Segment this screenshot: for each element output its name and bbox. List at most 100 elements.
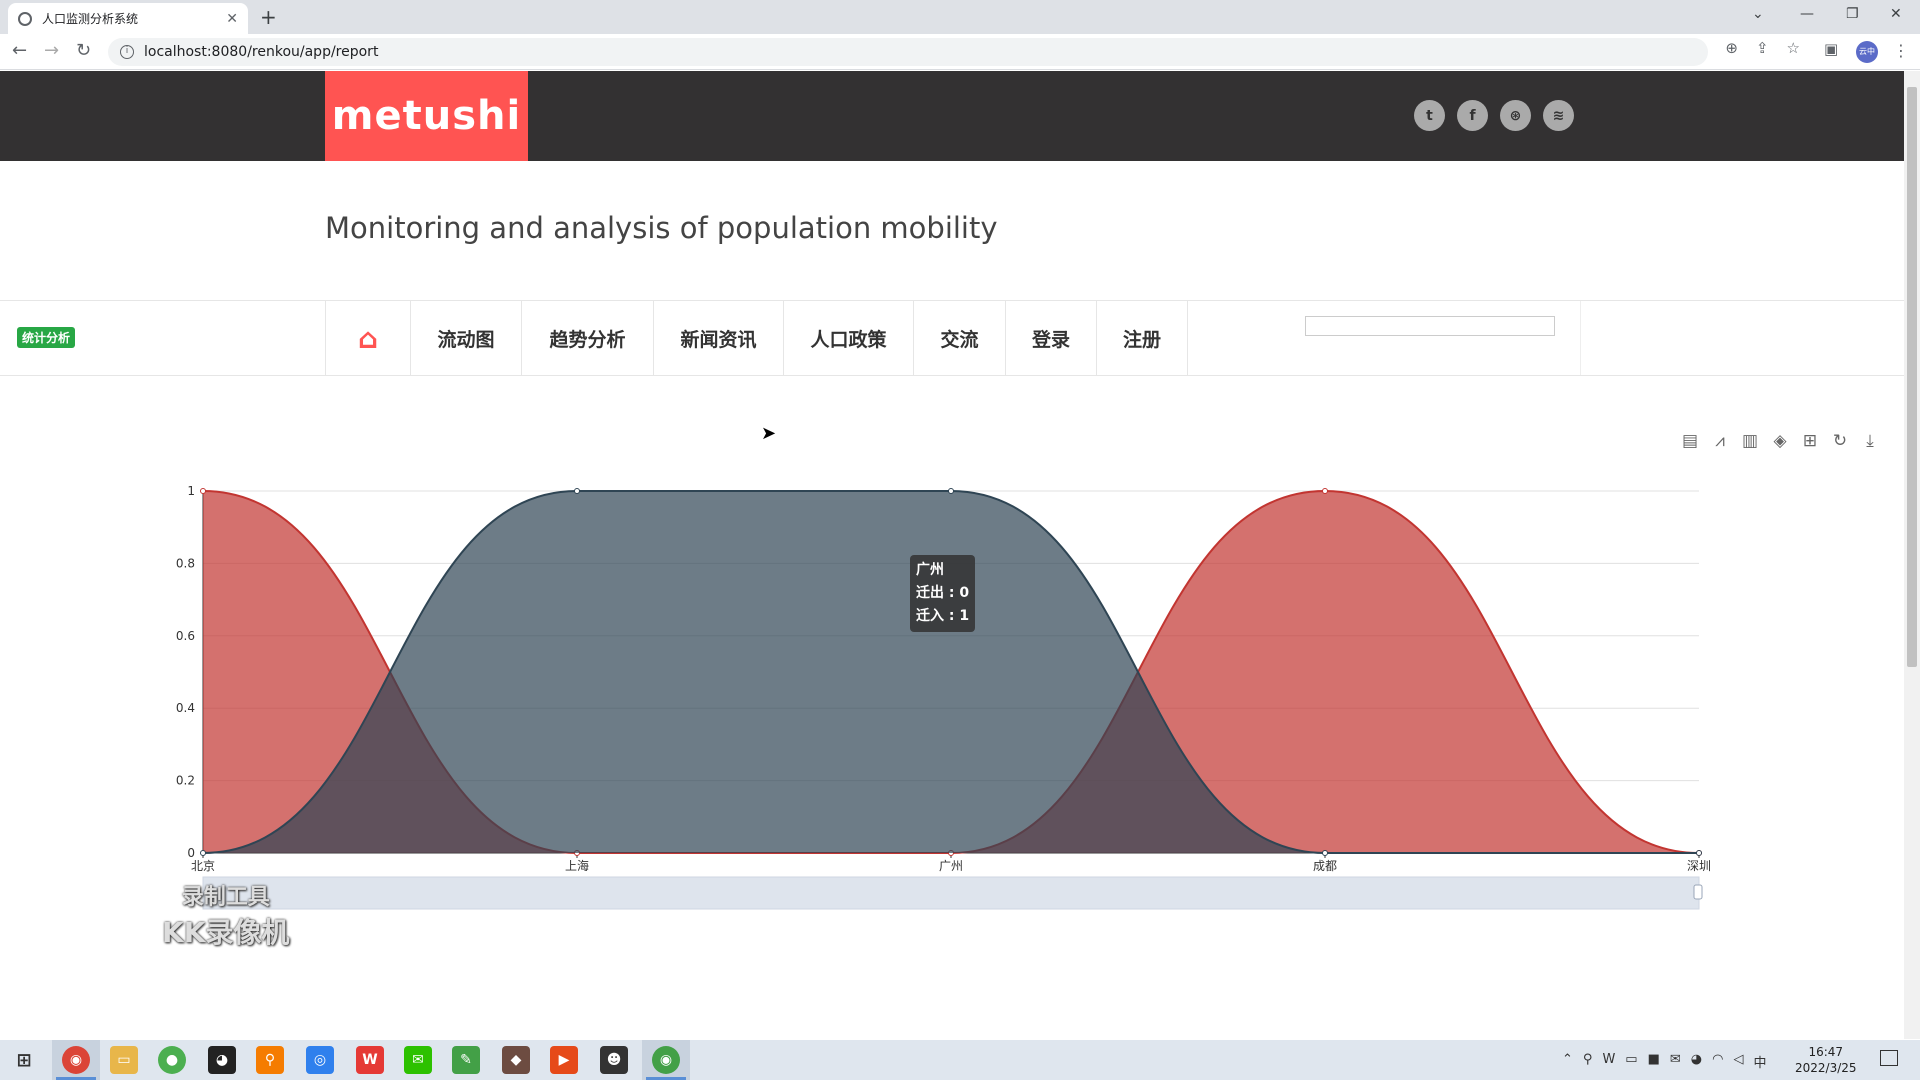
nav-item-policy[interactable]: 人口政策 [783, 301, 913, 375]
qq-tray-icon[interactable]: ◕ [1690, 1052, 1703, 1067]
mouse-cursor-icon: ➤ [761, 423, 777, 444]
app-icon[interactable]: ▶ [550, 1046, 578, 1074]
window-close-icon[interactable]: ✕ [1890, 6, 1902, 22]
main-nav: ⌂ 流动图 趋势分析 新闻资讯 人口政策 交流 登录 注册 [0, 300, 1904, 376]
nav-item-flow[interactable]: 流动图 [410, 301, 521, 375]
chrome-icon[interactable]: ◉ [62, 1046, 90, 1074]
y-tick-label: 0.6 [176, 629, 195, 643]
scroll-thumb[interactable] [1907, 87, 1917, 667]
download-icon[interactable]: ⤓ [1866, 431, 1874, 451]
data-point [200, 488, 206, 494]
app-icon[interactable]: ☻ [600, 1046, 628, 1074]
nav-home[interactable]: ⌂ [325, 301, 410, 375]
recorder-watermark: 录制工具 KK录像机 [162, 879, 289, 951]
browser-toolbar: ← → ↻ i localhost:8080/renkou/app/report… [0, 34, 1920, 70]
star-icon[interactable]: ☆ [1786, 39, 1800, 57]
facebook-icon[interactable]: f [1457, 100, 1488, 131]
avatar[interactable]: 云中 [1856, 41, 1878, 63]
os-taskbar: ⊞ ◉ ▭ ● ◕ ⚲ ◎ W ✉ ✎ ◆ ▶ ☻ ◉ ⌃ ⚲ W ▭ ■ ✉ … [0, 1040, 1920, 1080]
wifi-icon[interactable]: ◠ [1712, 1052, 1724, 1067]
address-bar[interactable]: i localhost:8080/renkou/app/report [108, 38, 1708, 66]
volume-icon[interactable]: ◁ [1733, 1052, 1744, 1067]
restore-icon[interactable]: ❐ [1846, 6, 1859, 22]
search-app-icon[interactable]: ⚲ [256, 1046, 284, 1074]
wps-icon[interactable]: W [356, 1046, 384, 1074]
zoom-icon[interactable]: ⊕ [1725, 39, 1738, 57]
site-header: metushi t f ⊛ ≋ [0, 71, 1904, 161]
nav-label: 趋势分析 [549, 328, 626, 351]
nav-item-login[interactable]: 登录 [1005, 301, 1096, 375]
nav-item-exchange[interactable]: 交流 [913, 301, 1005, 375]
reload-icon[interactable]: ↻ [76, 40, 92, 61]
file-explorer-icon[interactable]: ▭ [110, 1046, 138, 1074]
chart-tooltip: 广州 迁出 : 0 迁入 : 1 [910, 555, 976, 632]
qq-icon[interactable]: ◕ [208, 1046, 236, 1074]
data-point [1696, 850, 1702, 856]
wechat-icon[interactable]: ✉ [404, 1046, 432, 1074]
watermark-line: KK录像机 [162, 916, 290, 949]
page-scrollbar[interactable] [1904, 71, 1920, 1039]
app-tray-icon[interactable]: ■ [1647, 1052, 1660, 1067]
menu-icon[interactable]: ⋮ [1893, 41, 1909, 60]
data-point [948, 488, 954, 494]
y-tick-label: 0 [187, 846, 195, 860]
chevron-up-icon[interactable]: ⌃ [1562, 1052, 1573, 1067]
chart-toolbox: ▤ ⩘ ▥ ◈ ⊞ ↻ ⤓ [1682, 431, 1878, 451]
notification-icon[interactable] [1880, 1050, 1898, 1066]
wps-tray-icon[interactable]: W [1602, 1052, 1616, 1067]
app-icon[interactable]: ● [158, 1046, 186, 1074]
windows-start-icon[interactable]: ⊞ [16, 1049, 32, 1071]
x-tick-label: 广州 [939, 859, 963, 873]
app-icon[interactable]: ◆ [502, 1046, 530, 1074]
page-viewport: metushi t f ⊛ ≋ Monitoring and analysis … [0, 71, 1904, 1039]
share-icon[interactable]: ⇪ [1755, 39, 1769, 57]
clock-time: 16:47 [1808, 1045, 1844, 1059]
dribbble-icon[interactable]: ⊛ [1500, 100, 1531, 131]
running-indicator [646, 1077, 686, 1080]
app-icon[interactable]: ◎ [306, 1046, 334, 1074]
system-clock[interactable]: 16:47 2022/3/25 [1795, 1044, 1857, 1076]
side-panel-icon[interactable]: ▣ [1824, 40, 1839, 58]
search-input[interactable] [1305, 316, 1555, 336]
bar-chart-icon[interactable]: ▥ [1742, 431, 1759, 451]
chevron-down-icon[interactable]: ⌄ [1752, 6, 1764, 22]
tiled-icon[interactable]: ⊞ [1802, 431, 1818, 451]
datazoom-handle [1693, 884, 1703, 900]
data-view-icon[interactable]: ▤ [1682, 431, 1699, 451]
y-tick-label: 1 [187, 484, 195, 498]
nav-item-trend[interactable]: 趋势分析 [521, 301, 653, 375]
info-icon[interactable]: i [120, 45, 134, 59]
globe-icon [18, 11, 32, 26]
back-icon[interactable]: ← [12, 40, 28, 61]
site-logo[interactable]: metushi [325, 71, 528, 161]
tooltip-title: 广州 [916, 562, 944, 578]
minimize-icon[interactable]: — [1800, 6, 1814, 22]
browser-tab[interactable]: 人口监测分析系统 ✕ [8, 3, 248, 34]
notepad-icon[interactable]: ✎ [452, 1046, 480, 1074]
line-chart-icon[interactable]: ⩘ [1715, 431, 1725, 451]
chrome-icon[interactable]: ◉ [652, 1046, 680, 1074]
wechat-tray-icon[interactable]: ✉ [1669, 1052, 1681, 1067]
new-tab-icon[interactable]: + [260, 5, 277, 29]
running-indicator [56, 1077, 96, 1080]
rss-icon[interactable]: ≋ [1543, 100, 1574, 131]
battery-icon[interactable]: ▭ [1625, 1052, 1638, 1067]
ime-indicator[interactable]: 中 [1753, 1056, 1767, 1071]
data-point [1322, 488, 1328, 494]
home-icon: ⌂ [357, 321, 379, 355]
nav-item-news[interactable]: 新闻资讯 [653, 301, 783, 375]
restore-chart-icon[interactable]: ↻ [1832, 431, 1848, 451]
nav-item-register[interactable]: 注册 [1096, 301, 1188, 375]
close-icon[interactable]: ✕ [226, 10, 238, 27]
data-point [574, 488, 580, 494]
y-tick-label: 0.4 [176, 701, 195, 715]
forward-icon[interactable]: → [44, 40, 60, 61]
twitter-icon[interactable]: t [1414, 100, 1445, 131]
page-title: Monitoring and analysis of population mo… [325, 211, 998, 245]
tooltip-line: 迁出 : 0 [916, 585, 970, 601]
stack-icon[interactable]: ◈ [1773, 431, 1787, 451]
browser-tab-bar: 人口监测分析系统 ✕ + ⌄ — ❐ ✕ [0, 0, 1920, 34]
search-tray-icon[interactable]: ⚲ [1582, 1052, 1593, 1067]
nav-label: 交流 [940, 328, 979, 351]
